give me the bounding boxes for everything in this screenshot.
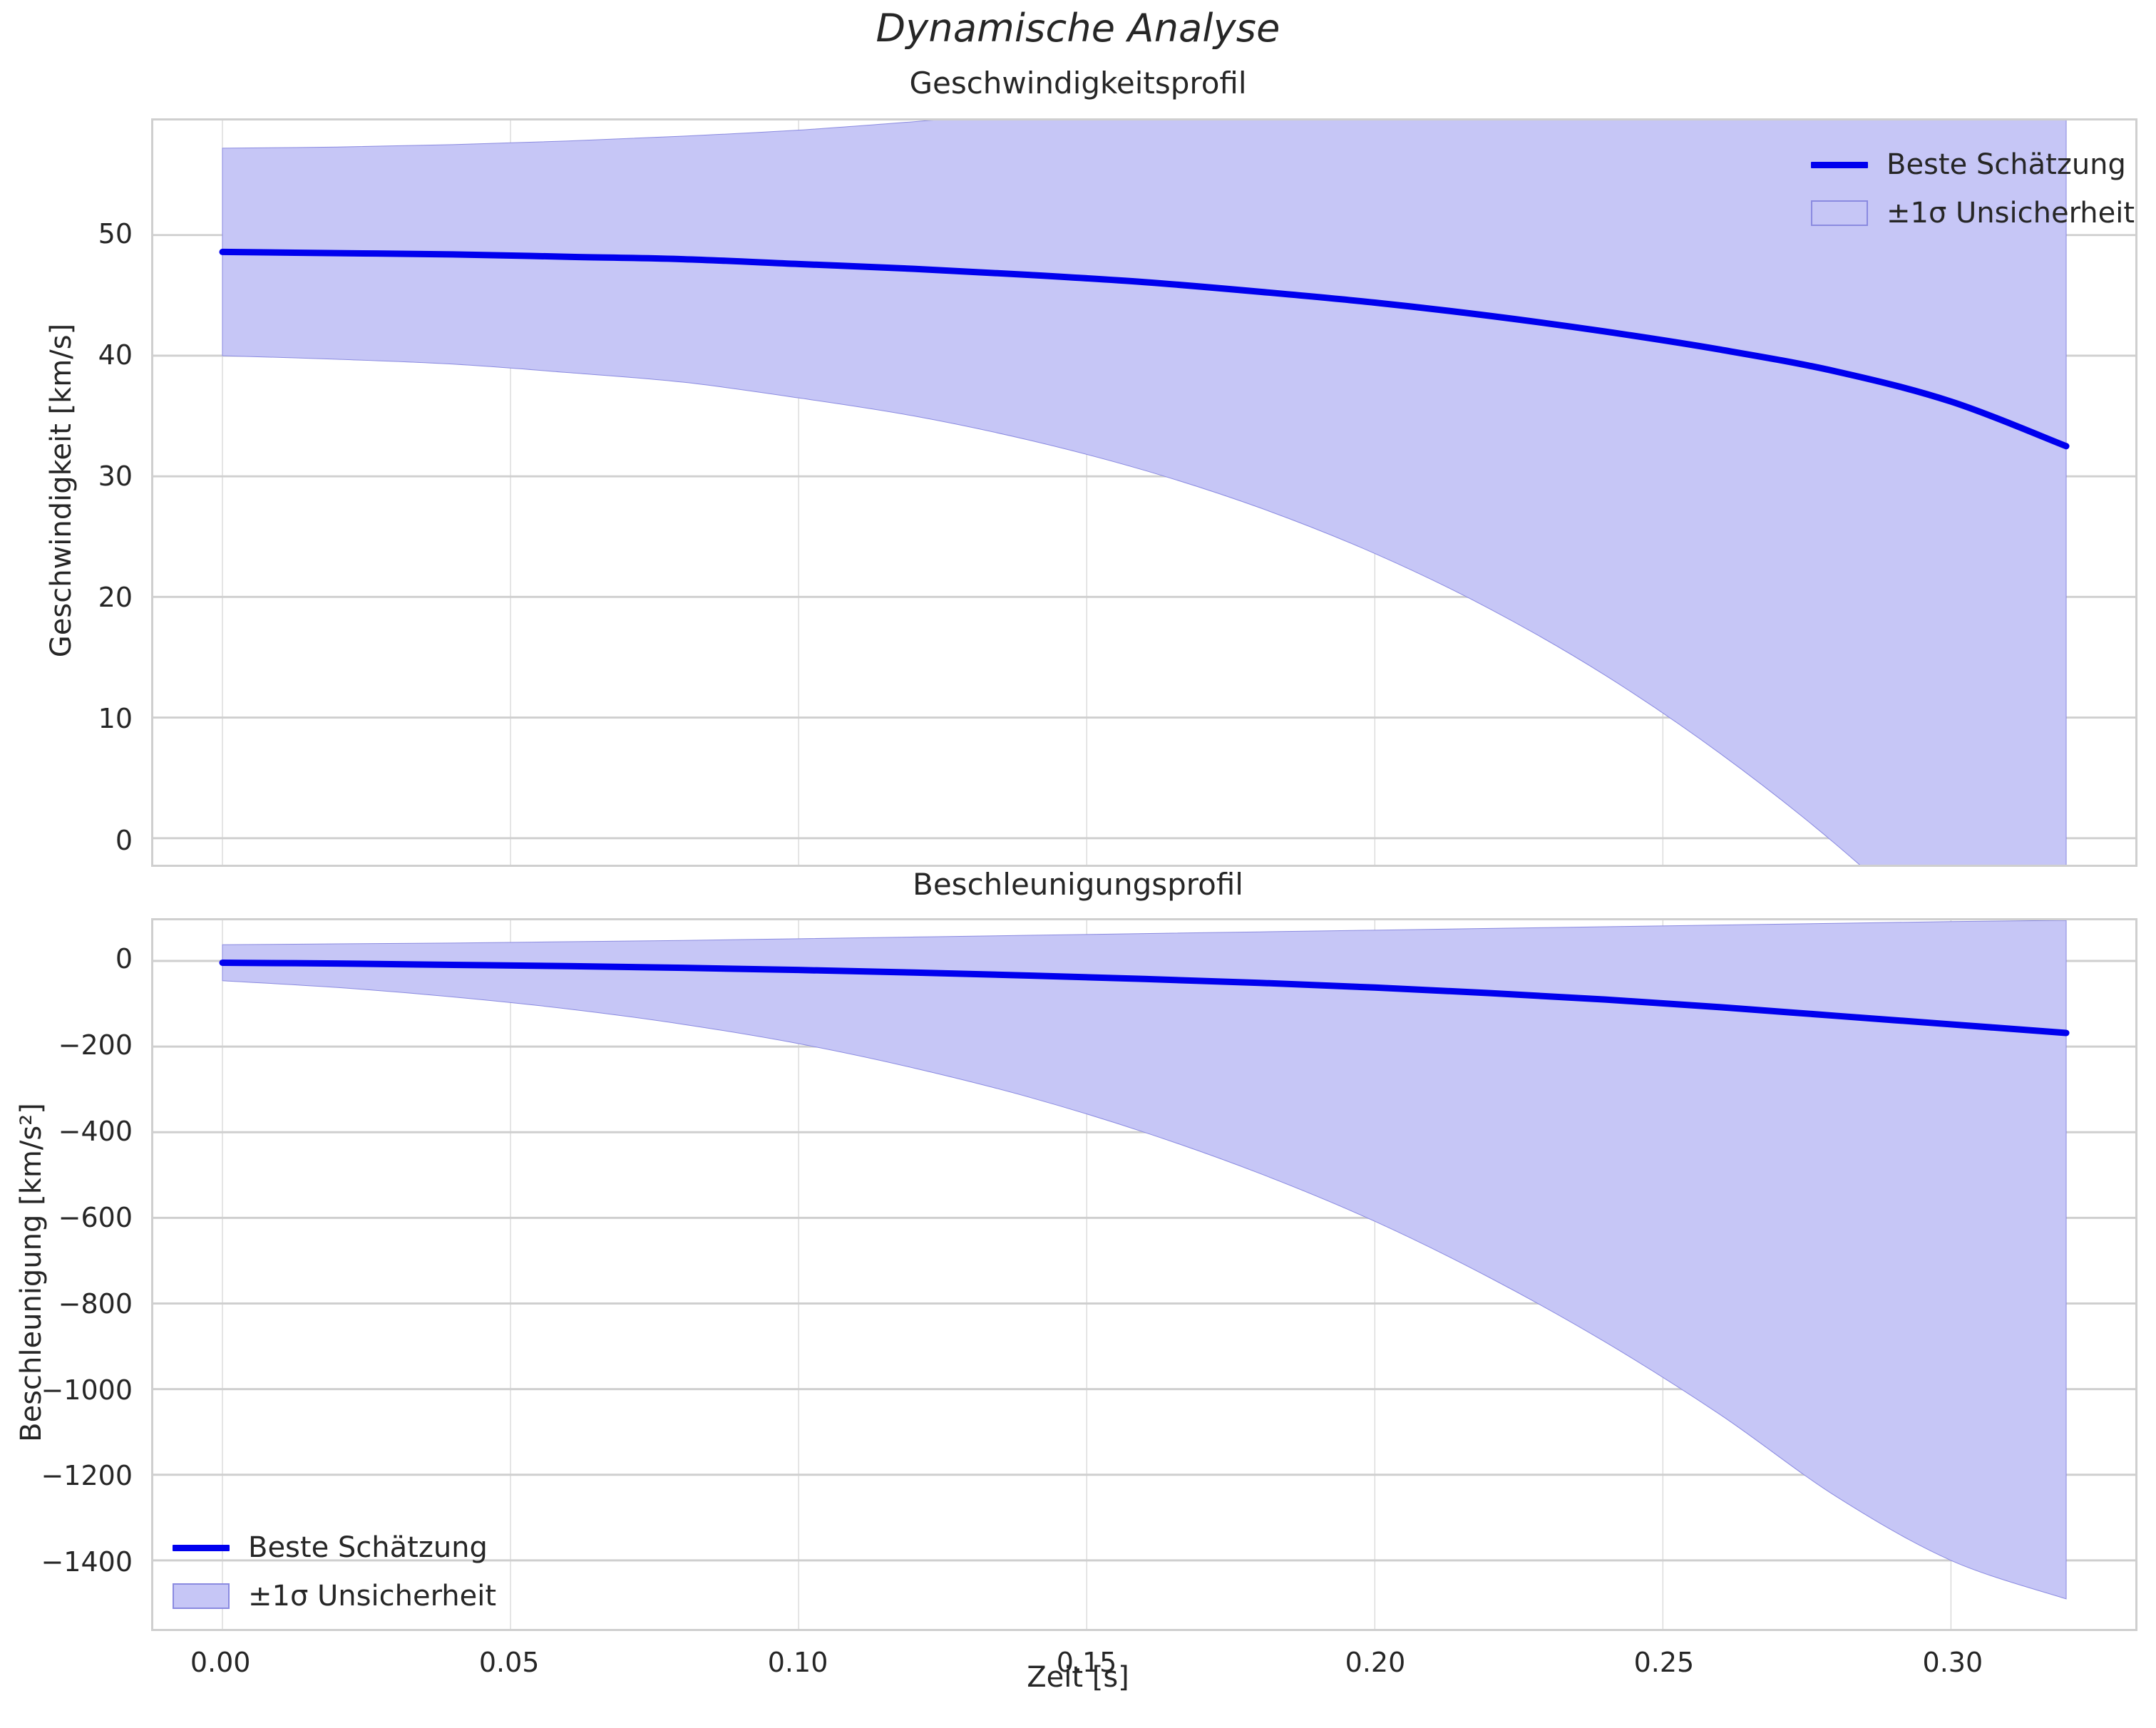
y-tick-label: 0 [115, 943, 133, 975]
legend-band-swatch [1808, 197, 1871, 229]
x-tick-label: 0.15 [1056, 1647, 1117, 1678]
legend-line-label: Beste Schätzung [248, 1531, 488, 1564]
legend-band-label: ±1σ Unsicherheit [1886, 197, 2135, 230]
y-tick-label: −1200 [41, 1460, 133, 1492]
legend-line-swatch [170, 1532, 232, 1563]
x-tick-label: 0.00 [190, 1647, 251, 1678]
velocity-legend: Beste Schätzung ±1σ Unsicherheit [1797, 138, 2146, 240]
y-tick-label: 20 [98, 582, 133, 614]
acceleration-plot-clip [153, 920, 2135, 1629]
x-tick-label: 0.10 [767, 1647, 828, 1678]
y-tick-label: 30 [98, 461, 133, 493]
y-tick-label: 40 [98, 339, 133, 371]
x-tick-label: 0.25 [1633, 1647, 1695, 1678]
acceleration-legend: Beste Schätzung ±1σ Unsicherheit [158, 1521, 508, 1622]
figure-suptitle: Dynamische Analyse [876, 6, 1280, 51]
velocity-plot-canvas [153, 120, 2135, 865]
legend-row-line: Beste Schätzung [170, 1528, 496, 1567]
legend-band-label: ±1σ Unsicherheit [248, 1580, 497, 1613]
y-tick-label: 10 [98, 703, 133, 735]
x-tick-label: 0.30 [1922, 1647, 1983, 1678]
velocity-plot-area [151, 118, 2137, 867]
legend-row-line: Beste Schätzung [1808, 145, 2135, 184]
velocity-chart-title: Geschwindigkeitsprofil [909, 66, 1247, 101]
uncertainty-band [222, 920, 2066, 1599]
legend-band-icon [173, 1583, 230, 1609]
y-tick-label: −400 [58, 1116, 133, 1148]
best-estimate-line [222, 252, 2066, 446]
y-tick-label: −600 [58, 1201, 133, 1233]
x-axis-label: Zeit [s] [1027, 1661, 1129, 1694]
acceleration-y-axis-label: Beschleunigung [km/s²] [15, 1103, 48, 1442]
acceleration-chart-title: Beschleunigungsprofil [913, 867, 1243, 902]
legend-row-band: ±1σ Unsicherheit [170, 1577, 496, 1615]
x-tick-label: 0.05 [478, 1647, 540, 1678]
uncertainty-band [222, 120, 2066, 865]
legend-line-label: Beste Schätzung [1886, 148, 2126, 181]
acceleration-plot-area [151, 918, 2137, 1631]
legend-row-band: ±1σ Unsicherheit [1808, 194, 2135, 232]
y-tick-label: −200 [58, 1029, 133, 1061]
best-estimate-line [222, 962, 2066, 1032]
legend-band-icon [1811, 200, 1868, 226]
y-tick-label: −1400 [41, 1546, 133, 1578]
y-tick-label: −1000 [41, 1374, 133, 1406]
x-tick-label: 0.20 [1345, 1647, 1406, 1678]
legend-line-icon [173, 1545, 230, 1551]
velocity-plot-clip [153, 120, 2135, 865]
acceleration-plot-canvas [153, 920, 2135, 1629]
legend-line-icon [1811, 162, 1868, 168]
y-tick-label: −800 [58, 1287, 133, 1320]
y-tick-label: 0 [115, 824, 133, 856]
y-tick-label: 50 [98, 217, 133, 250]
legend-band-swatch [170, 1580, 232, 1612]
legend-line-swatch [1808, 149, 1871, 180]
